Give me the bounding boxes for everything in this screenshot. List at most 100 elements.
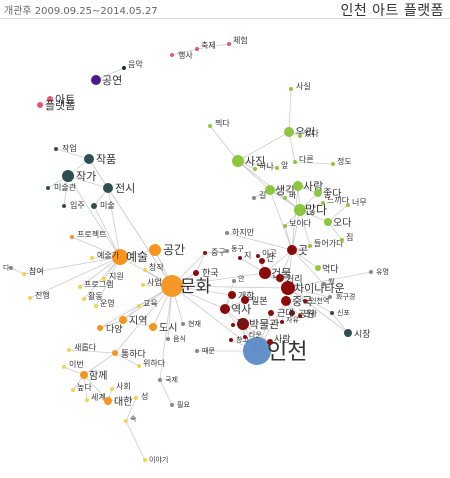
graph-node[interactable]: 때문 (195, 346, 215, 355)
graph-node[interactable]: 전시 (103, 182, 135, 195)
node-marker[interactable] (112, 249, 128, 265)
node-marker[interactable] (298, 134, 302, 138)
node-marker[interactable] (225, 231, 229, 235)
node-marker[interactable] (97, 325, 103, 331)
graph-node[interactable]: 다양 (97, 324, 123, 335)
graph-node[interactable]: 좋다 (314, 188, 341, 200)
graph-node[interactable]: 화구경 (328, 292, 355, 301)
graph-node[interactable]: 안 (232, 274, 245, 283)
node-marker[interactable] (220, 304, 230, 314)
node-marker[interactable] (324, 218, 332, 226)
graph-node[interactable]: 프로그램 (78, 279, 113, 289)
graph-node[interactable]: 많다 (294, 203, 327, 217)
graph-node[interactable]: 생각 (265, 184, 295, 197)
node-marker[interactable] (287, 245, 297, 255)
graph-node[interactable]: 참여 (22, 266, 44, 276)
node-marker[interactable] (137, 304, 141, 308)
graph-node[interactable]: 바 (283, 190, 297, 200)
node-marker[interactable] (252, 196, 256, 200)
node-marker[interactable] (283, 196, 287, 200)
graph-node[interactable]: 사람 (267, 333, 291, 345)
graph-node[interactable]: 다 (3, 263, 13, 272)
graph-node[interactable]: 집 (340, 232, 353, 242)
node-marker[interactable] (90, 256, 94, 260)
node-marker[interactable] (110, 387, 114, 391)
node-marker[interactable] (149, 323, 157, 331)
graph-node[interactable]: 곳 (287, 244, 308, 257)
graph-node[interactable]: 이곳 (256, 248, 277, 258)
graph-node[interactable]: 지역 (119, 315, 147, 327)
node-marker[interactable] (203, 251, 207, 255)
graph-node[interactable]: 미술 (91, 200, 115, 210)
graph-node[interactable]: 길 (252, 191, 266, 200)
graph-node[interactable]: 사업 (141, 278, 162, 287)
node-marker[interactable] (78, 285, 82, 289)
node-marker[interactable] (134, 396, 138, 400)
graph-node[interactable]: 입주 (62, 201, 85, 210)
node-marker[interactable] (281, 281, 295, 295)
node-marker[interactable] (94, 304, 98, 308)
node-marker[interactable] (85, 398, 89, 402)
node-marker[interactable] (71, 388, 75, 392)
node-marker[interactable] (322, 282, 326, 286)
node-marker[interactable] (283, 224, 287, 228)
graph-node[interactable]: 근대 (268, 308, 294, 319)
node-marker[interactable] (344, 329, 352, 337)
graph-node[interactable]: 새롭다 (67, 343, 97, 352)
node-marker[interactable] (181, 322, 185, 326)
node-marker[interactable] (259, 267, 271, 279)
node-marker[interactable] (119, 316, 127, 324)
node-marker[interactable] (228, 291, 236, 299)
graph-node[interactable]: 사실 (289, 81, 311, 91)
node-marker[interactable] (232, 279, 236, 283)
graph-node[interactable]: 건 (259, 253, 274, 264)
node-marker[interactable] (208, 124, 212, 128)
node-marker[interactable] (303, 299, 307, 303)
graph-node[interactable]: 찍다 (208, 118, 230, 128)
graph-node[interactable]: 먹다 (315, 264, 339, 275)
node-marker[interactable] (166, 337, 170, 341)
node-marker[interactable] (284, 127, 294, 137)
node-marker[interactable] (315, 265, 321, 271)
graph-node[interactable]: 플랫폼 (37, 99, 75, 112)
node-marker[interactable] (259, 258, 265, 264)
graph-node[interactable]: 공연 (91, 74, 122, 87)
node-marker[interactable] (82, 297, 86, 301)
graph-node[interactable]: 시장 (344, 329, 371, 340)
graph-node[interactable]: 들어가다 (308, 238, 344, 248)
graph-node[interactable]: 작품 (84, 153, 116, 166)
node-marker[interactable] (195, 349, 199, 353)
node-marker[interactable] (280, 320, 284, 324)
graph-node[interactable]: 보이다 (283, 218, 312, 228)
node-marker[interactable] (229, 338, 233, 342)
graph-node[interactable]: 창작 (143, 262, 164, 272)
node-marker[interactable] (122, 66, 126, 70)
graph-node[interactable]: 국제 (158, 376, 178, 384)
graph-node[interactable]: 공원 (289, 309, 315, 320)
node-marker[interactable] (289, 87, 293, 91)
graph-node[interactable]: 차이나타운 (281, 281, 345, 295)
graph-node[interactable]: 성 (134, 392, 148, 401)
graph-node[interactable]: 이야기 (143, 455, 168, 464)
graph-node[interactable]: 앞 (275, 160, 289, 170)
graph-node[interactable]: 오다 (324, 217, 351, 229)
graph-node[interactable]: 예술가 (90, 250, 120, 260)
graph-node[interactable]: 공간 (149, 243, 185, 257)
graph-node[interactable]: 미술관 (46, 182, 77, 192)
node-marker[interactable] (102, 277, 106, 281)
node-marker[interactable] (47, 96, 53, 102)
node-marker[interactable] (62, 170, 74, 182)
node-marker[interactable] (275, 166, 279, 170)
node-marker[interactable] (237, 318, 249, 330)
node-marker[interactable] (231, 323, 235, 327)
node-marker[interactable] (9, 266, 13, 270)
graph-node[interactable]: 높다 (71, 383, 92, 392)
node-marker[interactable] (346, 203, 350, 207)
graph-node[interactable]: 체험 (227, 35, 248, 46)
graph-node[interactable]: 역사 (220, 303, 251, 316)
node-marker[interactable] (80, 371, 88, 379)
node-marker[interactable] (298, 314, 302, 318)
graph-node[interactable]: 작업 (54, 143, 77, 153)
node-marker[interactable] (170, 53, 174, 57)
